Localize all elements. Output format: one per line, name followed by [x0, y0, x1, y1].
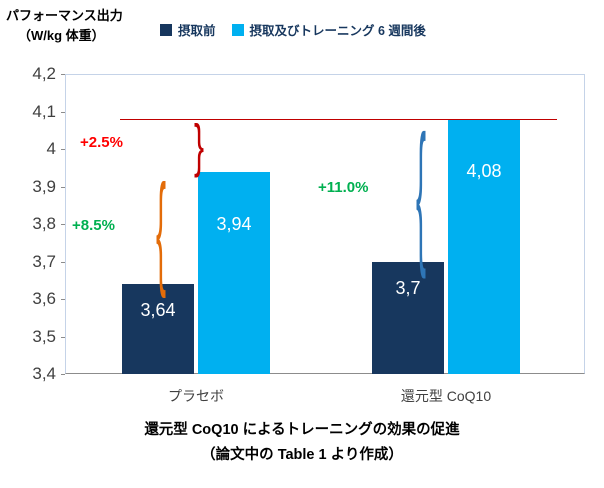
- bar-value-label: 3,94: [216, 213, 252, 234]
- y-tick-label: 3,5: [32, 326, 56, 346]
- y-tick-label: 4,1: [32, 101, 56, 121]
- annotation-label: +11.0%: [318, 179, 369, 197]
- x-category-label: プラセボ: [168, 388, 224, 404]
- legend-label-before: 摂取前: [178, 24, 216, 38]
- caption-line1: 還元型 CoQ10 によるトレーニングの効果の促進: [144, 422, 460, 438]
- legend: 摂取前 摂取及びトレーニング 6 週間後: [160, 20, 426, 39]
- y-axis-title-line1: パフォーマンス出力: [6, 8, 123, 23]
- bar-before-0: [122, 284, 194, 374]
- y-tick-label: 3,7: [32, 251, 56, 271]
- bar-value-label: 3,7: [395, 277, 421, 298]
- y-tick-label: 4: [46, 139, 56, 158]
- y-tick-label: 3,9: [32, 176, 56, 196]
- brace-annotation: {: [416, 116, 426, 274]
- y-tick-mark: [61, 336, 65, 338]
- brace-glyph: }: [194, 115, 205, 180]
- bar-value-label: 4,08: [466, 161, 502, 181]
- annotation-label: +2.5%: [80, 134, 123, 152]
- y-tick-mark: [61, 111, 65, 113]
- y-tick-mark: [61, 261, 65, 263]
- y-tick-mark: [61, 74, 65, 75]
- reference-line: [120, 119, 557, 120]
- caption-line2: （論文中の Table 1 より作成）: [201, 447, 403, 464]
- bar-after-0: [198, 171, 270, 374]
- bar-after-1: [448, 119, 520, 374]
- brace-glyph: {: [416, 108, 427, 283]
- y-axis-title-line2: （W/kg 体重）: [18, 27, 105, 43]
- chart-caption: 還元型 CoQ10 によるトレーニングの効果の促進 （論文中の Table 1 …: [0, 418, 604, 469]
- y-tick-mark: [61, 149, 65, 150]
- brace-annotation: {: [156, 169, 166, 294]
- legend-swatch-after: [231, 23, 244, 36]
- bar-before-1: [372, 261, 444, 374]
- y-tick-label: 4,2: [32, 64, 56, 83]
- brace-annotation: }: [194, 118, 204, 176]
- y-tick-label: 3,6: [32, 289, 56, 308]
- legend-item-after: 摂取及びトレーニング 6 週間後: [231, 20, 426, 39]
- x-category-label: 還元型 CoQ10: [400, 388, 492, 404]
- y-tick-mark: [61, 224, 65, 225]
- y-tick-label: 3,8: [32, 214, 56, 233]
- legend-item-before: 摂取前: [160, 20, 216, 39]
- legend-label-after: 摂取及びトレーニング 6 週間後: [249, 24, 426, 38]
- y-tick-label: 3,4: [32, 364, 56, 383]
- legend-swatch-before: [160, 23, 172, 36]
- y-tick-mark: [61, 299, 65, 300]
- annotation-label: +8.5%: [72, 216, 115, 234]
- y-axis-title: パフォーマンス出力 （W/kg 体重）: [6, 6, 123, 45]
- plot-area: [65, 74, 585, 374]
- brace-glyph: {: [156, 163, 167, 301]
- y-tick-mark: [61, 374, 65, 375]
- bar-value-label: 3,64: [140, 300, 176, 320]
- y-tick-mark: [61, 186, 65, 188]
